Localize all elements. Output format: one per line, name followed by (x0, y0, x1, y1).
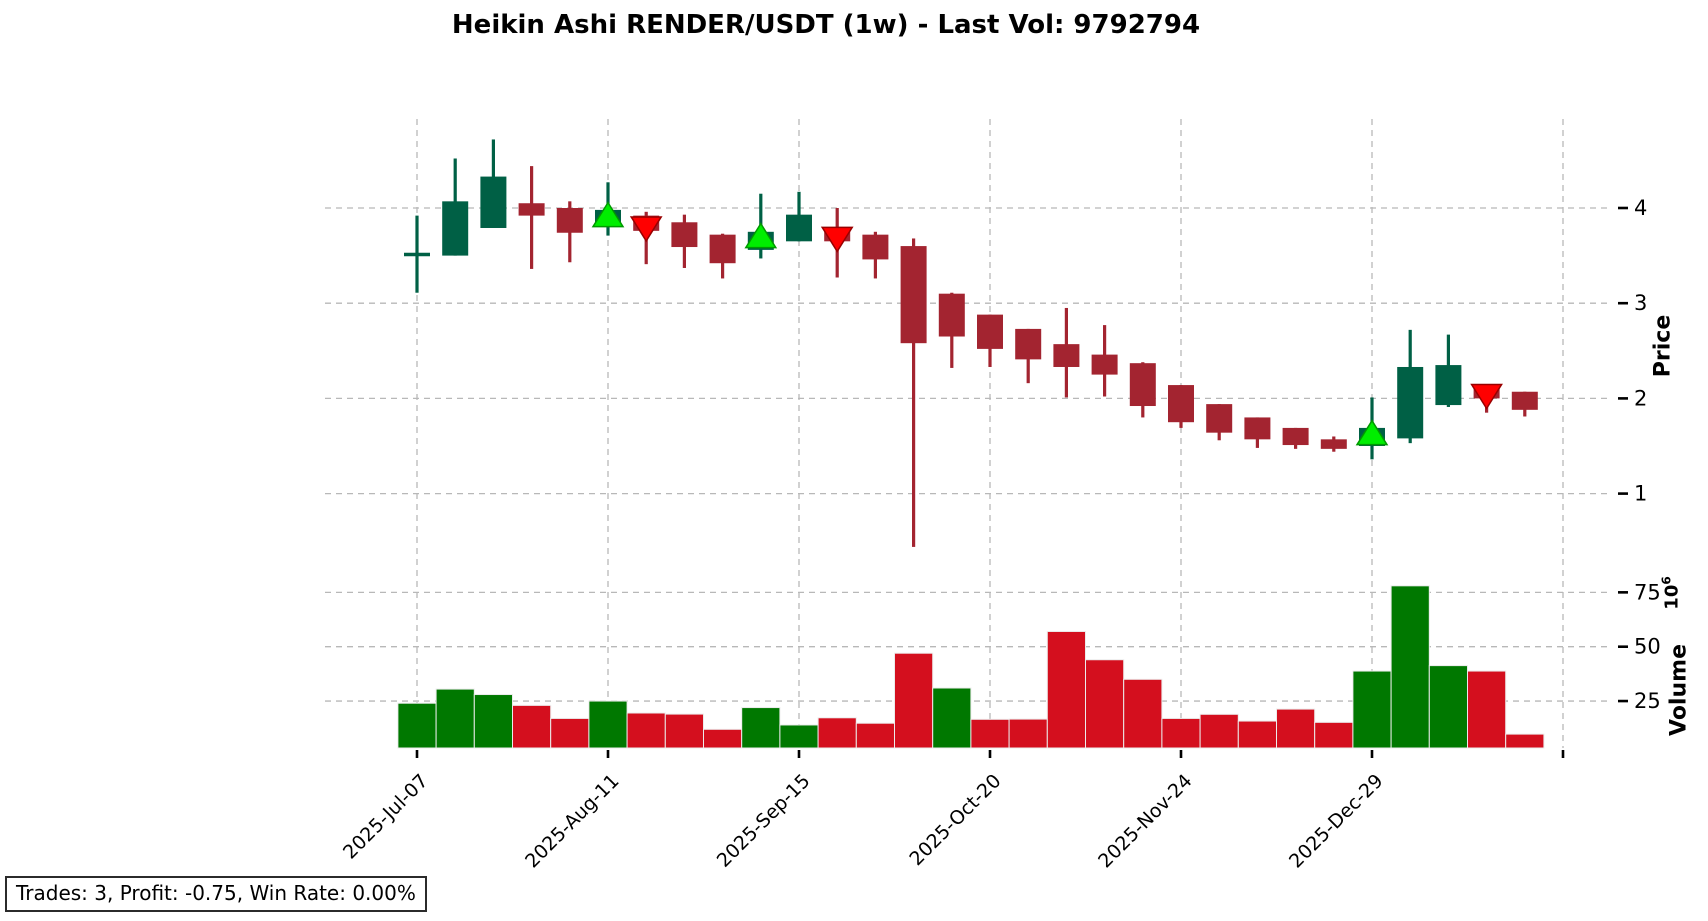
volume-axis-label: Volume (1666, 644, 1692, 736)
trades-summary-box: Trades: 3, Profit: -0.75, Win Rate: 0.00… (5, 876, 427, 912)
price-tick-label: 4 (1634, 196, 1647, 220)
x-tick (1561, 750, 1565, 758)
candle-body (404, 252, 430, 257)
volume-bar (1123, 678, 1163, 749)
candle-body (1129, 363, 1156, 407)
candle-body (442, 201, 469, 256)
volume-tick-label: 75 (1634, 580, 1661, 604)
volume-bar (932, 687, 972, 749)
candle-body (977, 314, 1003, 349)
x-tick-label: 2025-Jul-07 (339, 770, 433, 864)
candle-body (1320, 439, 1347, 449)
volume-bar (626, 712, 666, 749)
volume-bar (588, 700, 628, 749)
volume-axis-offset: 106 (1659, 576, 1683, 610)
sell-marker (629, 216, 663, 243)
volume-bar (970, 718, 1010, 749)
candle-body (1091, 354, 1118, 375)
volume-bar (435, 688, 475, 749)
price-tick-label: 3 (1634, 291, 1647, 315)
volume-bar (741, 707, 781, 749)
candle-wick (912, 238, 916, 547)
x-tick (1370, 750, 1374, 758)
x-tick (988, 750, 992, 758)
x-tick (606, 750, 610, 758)
candle-body (938, 293, 965, 337)
volume-tick-label: 50 (1634, 635, 1661, 659)
candle-body (1053, 344, 1080, 367)
price-tick (1618, 492, 1628, 495)
x-tick-label: 2025-Oct-20 (905, 770, 1005, 870)
volume-tick (1618, 645, 1628, 648)
candle-body (1511, 391, 1538, 410)
x-tick-label: 2025-Sep-15 (713, 770, 815, 872)
volume-bar (855, 722, 895, 749)
buy-marker (744, 222, 778, 249)
volume-bar (1276, 708, 1316, 749)
candle-body (1397, 366, 1424, 439)
price-tick-label: 2 (1634, 386, 1647, 410)
candle-body (1168, 385, 1194, 423)
price-axis-label: Price (1650, 314, 1676, 378)
volume-bar (550, 717, 590, 749)
volume-bar (1237, 720, 1278, 749)
volume-tick-label: 25 (1634, 689, 1661, 713)
volume-bar (817, 717, 857, 749)
candle-body (480, 176, 507, 228)
volume-bar (397, 702, 437, 749)
chart-title: Heikin Ashi RENDER/USDT (1w) - Last Vol:… (451, 10, 1201, 40)
x-tick-label: 2025-Nov-24 (1094, 770, 1196, 872)
volume-bar (1161, 717, 1201, 749)
candle-body (900, 246, 927, 344)
candle-body (556, 208, 583, 233)
candle-body (786, 214, 812, 242)
candle-body (1206, 404, 1233, 433)
candle-body (1282, 427, 1309, 446)
volume-bar (703, 728, 743, 749)
candle-body (671, 222, 698, 248)
volume-bar (1046, 630, 1087, 749)
candle-body (709, 234, 736, 264)
price-tick (1618, 206, 1628, 210)
volume-bar (1390, 585, 1430, 749)
candle-body (518, 203, 545, 216)
volume-tick (1618, 699, 1628, 703)
price-tick (1618, 397, 1628, 400)
volume-bar (473, 694, 513, 749)
volume-bar (664, 713, 704, 749)
volume-bar (1505, 733, 1545, 749)
candle-body (1244, 417, 1271, 440)
x-tick (415, 750, 419, 758)
candle-wick (530, 166, 534, 269)
volume-bar (1199, 713, 1239, 749)
candle-body (1015, 328, 1042, 360)
candle-body (1435, 365, 1462, 406)
sell-marker (820, 226, 854, 253)
volume-bar (1428, 665, 1469, 749)
volume-bar (1314, 721, 1354, 749)
buy-marker (591, 201, 625, 228)
x-tick-label: 2025-Aug-11 (521, 770, 623, 872)
volume-bar (1352, 670, 1392, 749)
volume-bar (1467, 670, 1507, 749)
x-tick (797, 750, 801, 758)
volume-tick (1618, 591, 1628, 594)
volume-bar (894, 652, 934, 749)
volume-bar (1008, 718, 1048, 749)
sell-marker (1470, 383, 1503, 410)
volume-bar (779, 724, 819, 749)
volume-bar (1085, 659, 1125, 749)
price-tick-label: 1 (1634, 482, 1647, 506)
candle-body (862, 234, 889, 260)
volume-bar (512, 704, 552, 749)
buy-marker (1355, 419, 1389, 446)
price-tick (1618, 301, 1628, 305)
x-tick (1179, 750, 1183, 758)
x-tick-label: 2025-Dec-29 (1285, 770, 1388, 873)
